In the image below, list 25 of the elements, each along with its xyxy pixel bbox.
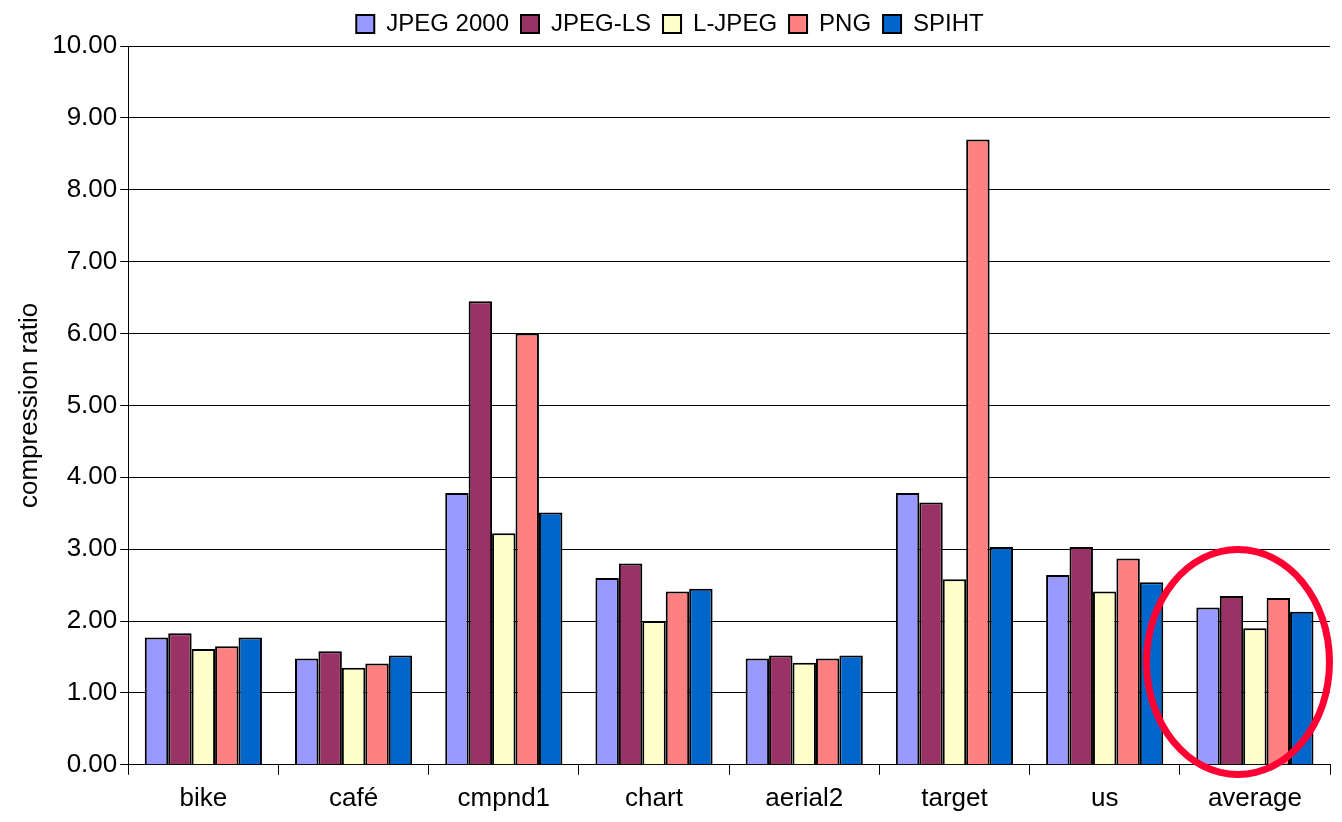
legend-label: JPEG-LS bbox=[551, 8, 652, 36]
x-tick-label: chart bbox=[625, 781, 684, 812]
y-tick-label: 5.00 bbox=[66, 388, 118, 419]
y-tick-label: 6.00 bbox=[66, 316, 118, 347]
legend-label: JPEG 2000 bbox=[386, 8, 510, 36]
legend-label: L-JPEG bbox=[693, 8, 778, 36]
x-tick-label: cmpnd1 bbox=[457, 781, 551, 812]
y-tick-label: 7.00 bbox=[66, 244, 118, 275]
y-tick-label: 4.00 bbox=[66, 460, 118, 491]
x-tick-label: us bbox=[1090, 781, 1119, 812]
x-tick-label: café bbox=[329, 781, 379, 812]
x-tick-label: aerial2 bbox=[765, 781, 844, 812]
x-tick-label: target bbox=[921, 781, 989, 812]
y-tick-label: 3.00 bbox=[66, 532, 118, 563]
y-axis-title: compression ratio bbox=[12, 302, 43, 508]
y-tick-label: 1.00 bbox=[66, 676, 118, 707]
x-tick-label: bike bbox=[179, 781, 228, 812]
y-tick-label: 10.00 bbox=[52, 29, 118, 60]
legend-label: SPIHT bbox=[913, 8, 985, 36]
y-tick-label: 2.00 bbox=[66, 604, 118, 635]
y-tick-label: 8.00 bbox=[66, 172, 118, 203]
y-tick-label: 0.00 bbox=[66, 747, 118, 778]
y-tick-label: 9.00 bbox=[66, 101, 118, 132]
x-tick-label: average bbox=[1207, 781, 1302, 812]
legend-label: PNG bbox=[819, 8, 872, 36]
